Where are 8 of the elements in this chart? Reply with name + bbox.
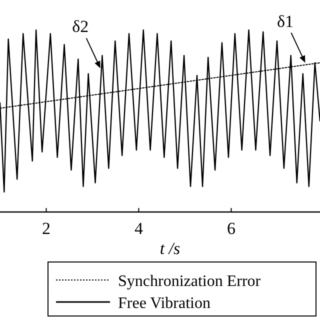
annotation: δ1 — [276, 12, 294, 31]
annotation: δ2 — [72, 17, 89, 36]
legend-label: Synchronization Error — [118, 273, 262, 290]
x-tick-label: 2 — [42, 219, 50, 238]
x-tick-label: 4 — [134, 219, 144, 238]
x-tick-label: 6 — [226, 219, 236, 238]
legend-label: Free Vibration — [118, 295, 210, 312]
x-axis-title: t /s — [160, 239, 181, 258]
